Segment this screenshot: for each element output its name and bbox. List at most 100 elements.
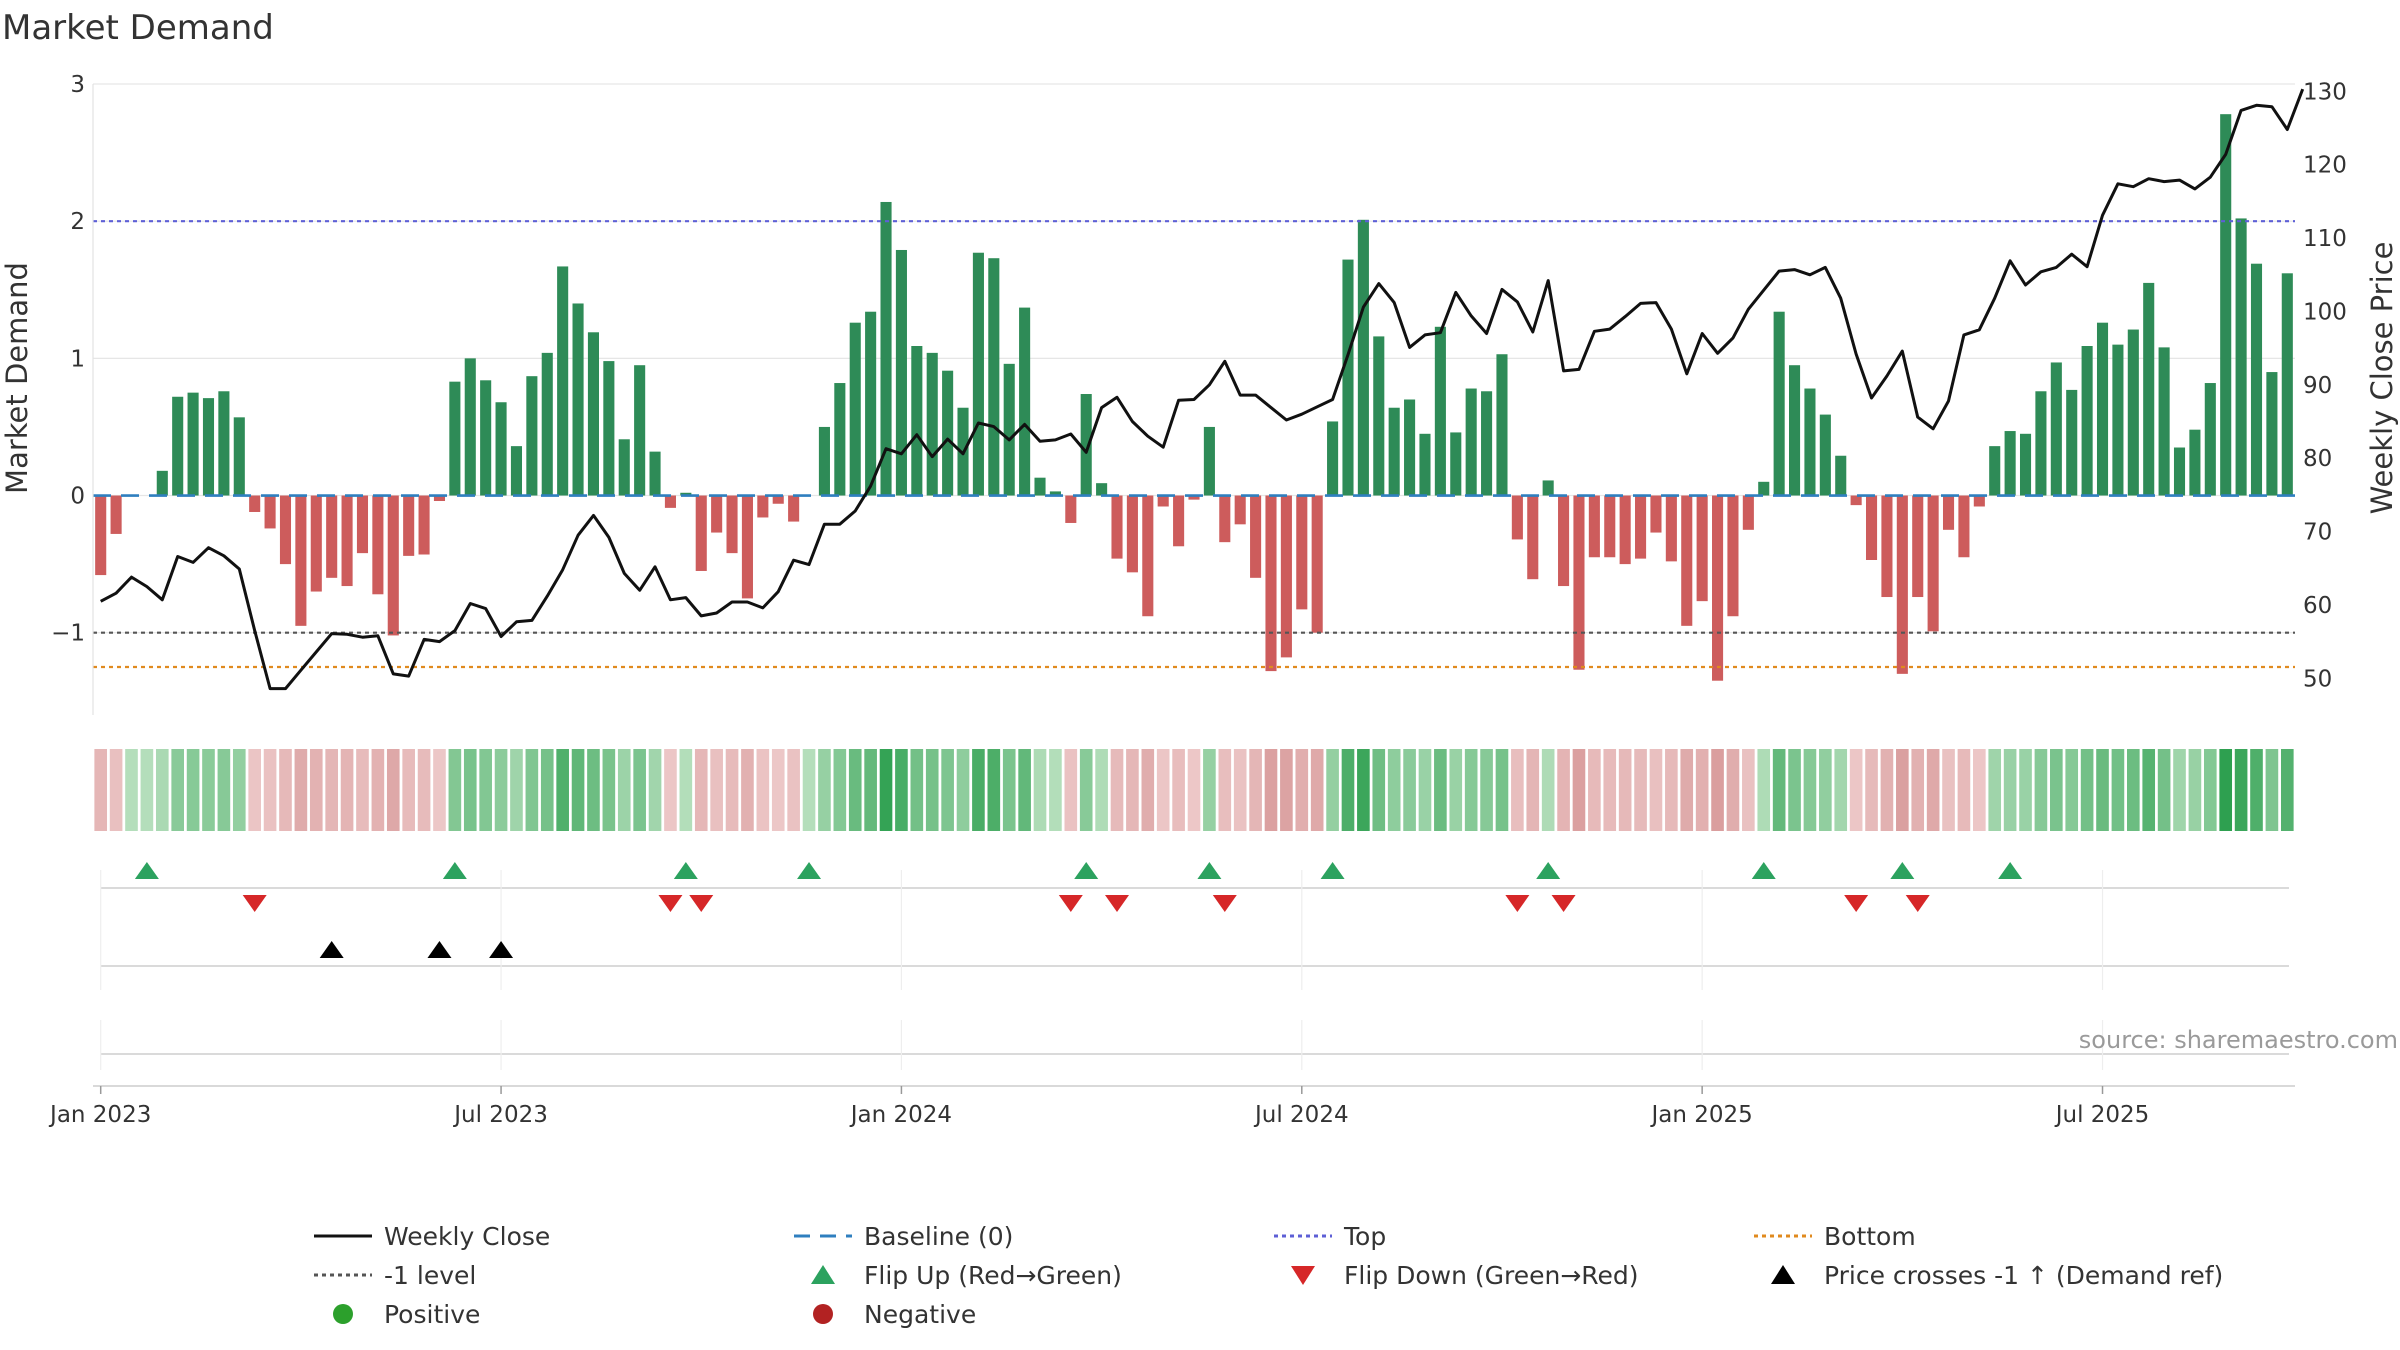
heat-cell (155, 749, 169, 831)
negative-bar (1942, 495, 1955, 530)
heat-cell (556, 749, 569, 831)
heat-cell (2265, 749, 2279, 831)
negative-bar (1527, 495, 1539, 580)
negative-bar (1188, 495, 1200, 500)
y2-tick-label: 90 (2303, 373, 2332, 399)
positive-bar (834, 383, 846, 496)
negative-bar (1111, 495, 1123, 559)
heat-cell (1911, 749, 1925, 831)
heat-cell (1372, 749, 1386, 831)
heat-cell (1526, 749, 1540, 831)
heat-cell (2019, 749, 2032, 831)
heat-cell (1803, 749, 1817, 831)
heat-cell (402, 749, 415, 831)
legend-label: Flip Down (Green→Red) (1344, 1261, 1639, 1290)
heat-cell (1819, 749, 1832, 831)
negative-bar (326, 495, 338, 578)
heat-cell (1156, 749, 1170, 831)
positive-bar (603, 361, 615, 496)
heat-cell (633, 749, 646, 831)
legend: Weekly Close Baseline (0) Top Bottom -1 leve… (314, 1222, 2223, 1329)
negative-bar (1065, 495, 1077, 523)
heat-cell (802, 749, 816, 831)
heat-cell (325, 749, 338, 831)
heat-cell (2080, 749, 2094, 831)
positive-bar (2204, 383, 2216, 496)
heat-cell (725, 749, 739, 831)
heat-cell (417, 749, 431, 831)
heat-cell (2065, 749, 2079, 831)
heat-cell (202, 749, 215, 831)
heat-cell (2127, 749, 2140, 831)
heat-cell (1033, 749, 1047, 831)
positive-bar (2004, 431, 2016, 496)
positive-bar (1034, 477, 1046, 496)
positive-bar (587, 332, 599, 496)
heat-cell (1126, 749, 1139, 831)
heat-cell (2050, 749, 2063, 831)
x-tick-label: Jan 2023 (48, 1102, 151, 1128)
legend-swatch-circle (333, 1304, 353, 1324)
heat-cell (309, 749, 323, 831)
y-tick-label: 2 (70, 209, 85, 235)
heat-cell (1434, 749, 1447, 831)
x-tick-label: Jul 2024 (1253, 1102, 1349, 1128)
negative-bar (741, 495, 753, 599)
positive-bar (618, 439, 630, 496)
positive-bar (1758, 481, 1770, 496)
heat-cell (386, 749, 400, 831)
negative-bar (95, 495, 107, 576)
negative-bar (403, 495, 415, 556)
legend-label: Price crosses -1 ↑ (Demand ref) (1824, 1261, 2223, 1290)
positive-bar (1003, 363, 1015, 496)
legend-label: Bottom (1824, 1222, 1916, 1251)
positive-bar (849, 322, 861, 496)
heat-cell (1280, 749, 1293, 831)
heat-cell (1403, 749, 1416, 831)
legend-item: Baseline (0) (794, 1222, 1013, 1251)
heat-cell (648, 749, 662, 831)
positive-bar (942, 370, 954, 496)
negative-bar (726, 495, 738, 554)
negative-bar (1912, 495, 1924, 598)
heat-cell (1018, 749, 1031, 831)
flip-up-marker (797, 862, 822, 879)
y2-tick-label: 130 (2303, 79, 2347, 105)
heat-cell (217, 749, 231, 831)
legend-label: Top (1343, 1222, 1386, 1251)
heat-cell (864, 749, 877, 831)
heat-cell (1772, 749, 1786, 831)
flip-up-marker (1074, 862, 1099, 879)
positive-bar (510, 446, 523, 496)
heat-cell (756, 749, 770, 831)
heat-cell (1095, 749, 1108, 831)
heat-cell (1557, 749, 1570, 831)
y2-tick-label: 60 (2303, 593, 2332, 619)
y2-tick-label: 50 (2303, 666, 2332, 692)
heat-cell (1865, 749, 1878, 831)
negative-bar (1280, 495, 1292, 658)
price-cross-marker (489, 941, 514, 958)
flip-up-marker (134, 862, 159, 879)
negative-bar (664, 495, 676, 508)
positive-bar (572, 303, 584, 496)
heat-cell (1064, 749, 1078, 831)
positive-bar (680, 492, 692, 496)
positive-bar (172, 396, 184, 496)
heat-cell (2203, 749, 2217, 831)
positive-bar (926, 352, 938, 496)
flip-up-marker (1197, 862, 1222, 879)
flip-up-marker (442, 862, 467, 879)
positive-bar (1989, 446, 2001, 496)
negative-bar (1573, 495, 1585, 670)
positive-bar (2081, 346, 2093, 496)
x-tick-label: Jan 2025 (1649, 1102, 1752, 1128)
negative-bar (1850, 495, 1862, 506)
heat-cell (1495, 749, 1509, 831)
legend-label: Weekly Close (384, 1222, 550, 1251)
negative-bar (1511, 495, 1523, 540)
positive-bar (2158, 347, 2170, 496)
heat-cell (232, 749, 246, 831)
flip-down-marker (658, 895, 683, 912)
negative-bar (695, 495, 707, 571)
